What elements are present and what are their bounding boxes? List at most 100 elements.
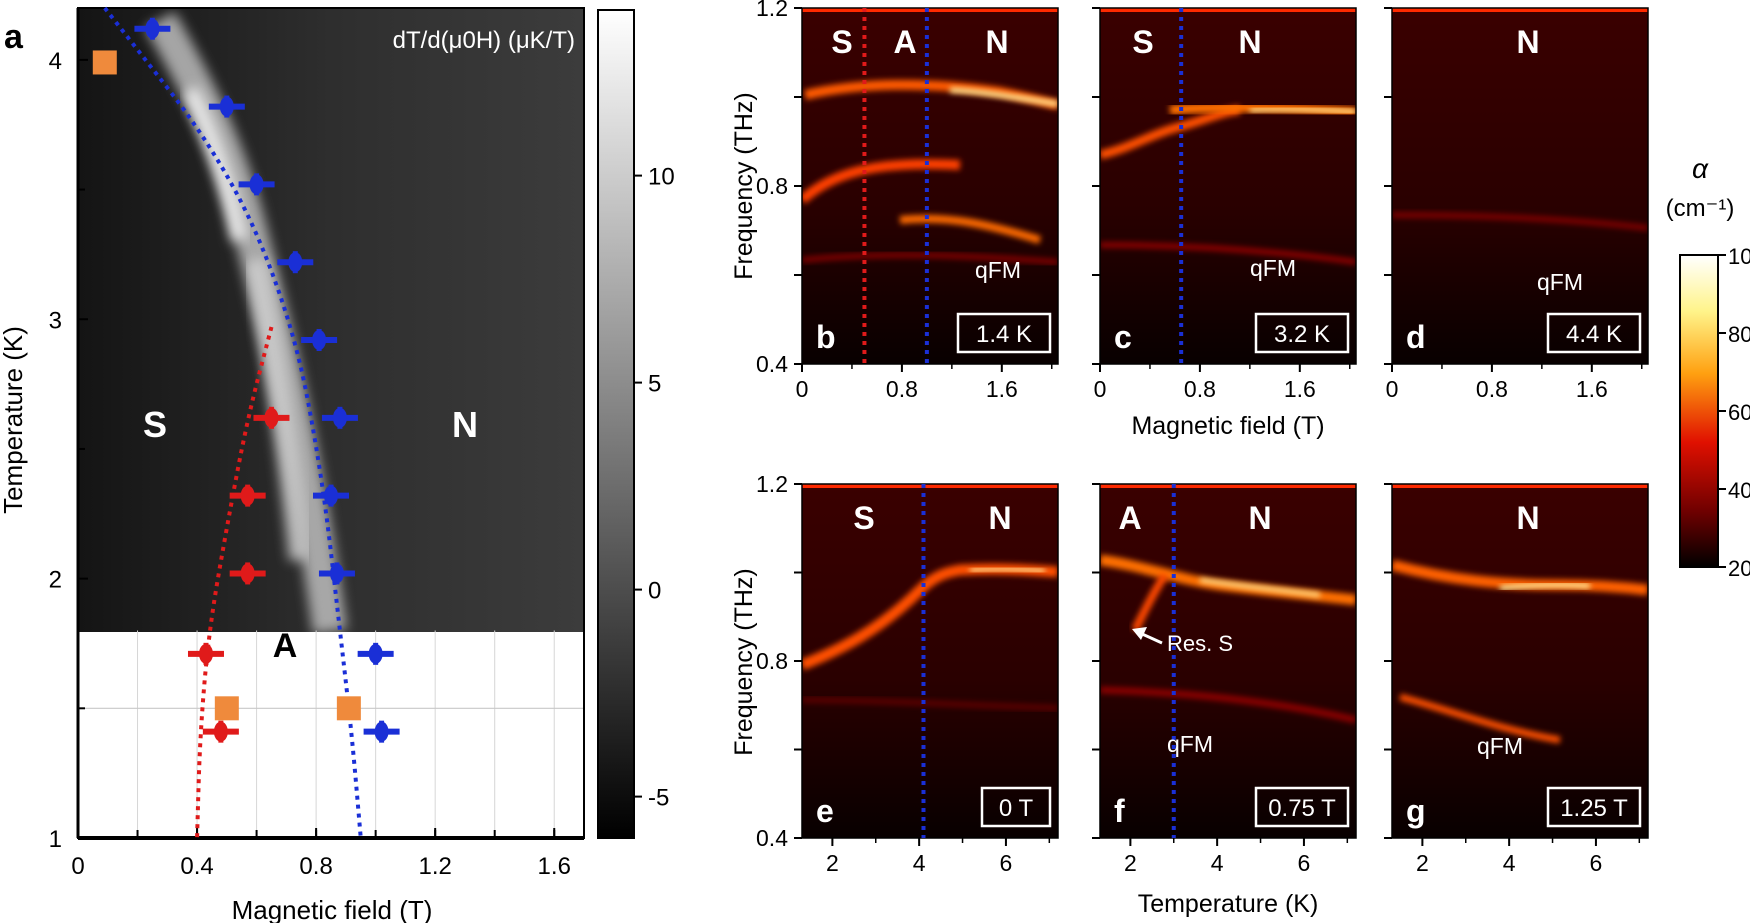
panel-g-condition-label: 1.25 T [1560,795,1628,822]
absorption-colorbar-tick-label: 60 [1728,400,1750,425]
blue-data-point-marker [249,174,264,195]
panel-g-xtick-label: 4 [1503,850,1516,876]
panel-f-annotation-arrow-line [1139,631,1163,645]
panel-e-ytick-label: 1.2 [756,471,788,497]
panel-a-ytick-label: 2 [49,567,62,594]
panel-f [1099,483,1357,839]
panel-c-phase-label-s: S [1132,24,1153,60]
panel-f-annotation-arrow-head [1132,627,1147,640]
colorbar-tick-label: -5 [648,785,669,812]
absorption-colorbar-tick-label: 80 [1728,322,1750,347]
panel-a: a 0 0.4 0.8 1.2 1.6 1 2 3 4 Magnetic field (T) T… [0,6,585,923]
panel-b-ytick-label: 1.2 [756,0,788,21]
orange-square-marker [92,50,117,75]
panel-d [1391,7,1649,365]
panel-b-xtick-label: 1.6 [986,376,1018,402]
panel-d-xtick-label: 0.8 [1476,376,1508,402]
blue-data-point-marker [374,721,389,742]
panel-e-phase-label-s: S [853,500,874,536]
blue-data-point [318,562,355,585]
panel-a-xlabel: Magnetic field (T) [232,895,433,923]
panel-c-xtick-label: 1.6 [1284,376,1316,402]
panel-a-ytick-label: 1 [49,826,62,853]
blue-data-point [313,484,349,507]
panel-c-xtick-label: 0.8 [1184,376,1216,402]
colorbar-tick-label: 5 [648,371,661,398]
panel-letter-e: e [816,793,834,829]
blue-data-point [321,406,358,429]
absorption-colorbar-tick-label: 20 [1728,556,1750,581]
panel-a-xtick-label: 0.4 [180,853,213,880]
blue-data-point-marker [145,18,160,39]
panel-a-xtick-label: 1.2 [418,853,451,880]
panel-e-ytick-label: 0.8 [756,648,788,674]
panel-d-qfm-label: qFM [1537,269,1583,295]
panel-e-phase-label-n: N [988,500,1011,536]
panel-b-condition-box [956,312,1052,354]
panel-a-ytick-label: 4 [49,48,62,75]
blue-data-point-marker [324,485,338,506]
panel-d-condition-box [1546,312,1642,354]
panel-g-phase-label-n: N [1516,500,1539,536]
panel-a-grid [78,630,584,838]
panel-g [1391,483,1649,839]
blue-data-point [301,329,338,351]
panel-b-ytick-label: 0.4 [756,351,788,377]
panel-a-ticks: 0 0.4 0.8 1.2 1.6 1 2 3 4 [49,48,571,880]
panel-b-phase-label-n: N [985,24,1008,60]
panel-d-heatmap [1392,8,1648,364]
absorption-colorbar-unit: (cm⁻¹) [1666,195,1735,222]
panel-e-ytick-label: 0.4 [756,825,788,851]
absorption-colorbar-tick-label: 40 [1728,478,1750,503]
red-data-point [229,484,266,507]
blue-data-point [277,251,314,274]
panel-c-xtick-label: 0 [1094,376,1107,402]
panel-g-heatmap [1392,484,1648,838]
absorption-colorbar-tick-label: 100 [1728,244,1750,269]
red-data-point-marker [240,563,255,584]
panel-c-qfm-label: qFM [1250,255,1296,281]
red-phase-boundary [195,326,274,839]
panel-a-boundaries [103,6,363,839]
panel-c [1099,7,1357,365]
panel-g-xtick-label: 2 [1416,850,1429,876]
panel-a-heatmap [78,8,584,632]
blue-data-point [363,720,400,743]
blue-data-point-marker [288,252,303,273]
panel-e-overlay: 2 4 6 0.4 0.8 1.2 e 0 T S N [756,471,1052,876]
panel-d-phase-label-n: N [1516,24,1539,60]
panel-a-low-temperature-region [78,632,584,838]
panel-e-xtick-label: 6 [1000,850,1013,876]
panel-letter-b: b [816,319,836,355]
blue-data-point-marker [332,407,347,428]
blue-data-point [134,17,171,40]
blue-data-point [357,642,394,665]
orange-square-marker [336,696,361,721]
blue-data-point-marker [329,563,344,584]
panel-f-condition-label: 0.75 T [1268,795,1336,822]
panel-a-ytick-label: 3 [49,307,62,334]
panel-c-phase-label-n: N [1238,24,1261,60]
blue-data-point [208,95,245,118]
panel-a-xtick-label: 1.6 [538,853,571,880]
panel-b-heatmap [802,8,1058,364]
panel-a-xtick-label: 0 [71,853,84,880]
panel-g-xtick-label: 6 [1590,850,1603,876]
panel-a-colorbar-label: dT/d(μ0H) (μK/T) [393,27,575,54]
panel-b-xtick-label: 0.8 [886,376,918,402]
panel-e-ylabel: Frequency (THz) [730,568,758,756]
panel-c-condition-label: 3.2 K [1274,321,1330,348]
panel-d-condition-label: 4.4 K [1566,321,1622,348]
panel-a-xtick-label: 0.8 [299,853,332,880]
panel-c-xlabel: Magnetic field (T) [1131,412,1324,440]
panel-e-condition-box [980,786,1052,828]
panel-f-condition-box [1254,786,1350,828]
blue-phase-boundary [103,6,363,839]
panel-letter-f: f [1114,793,1125,829]
panel-b-ytick-label: 0.8 [756,173,788,199]
panel-b-phase-label-a: A [893,24,916,60]
